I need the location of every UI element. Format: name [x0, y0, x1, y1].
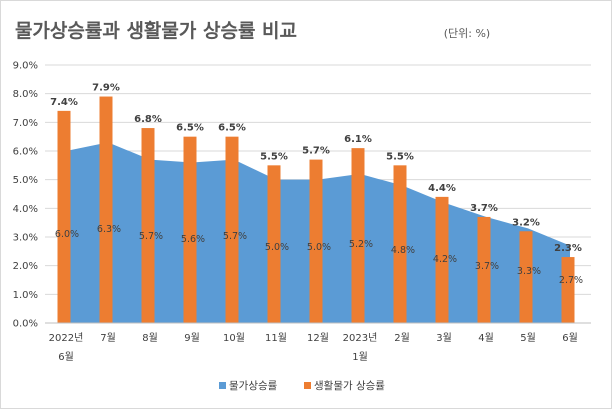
area-value-label: 4.8% — [391, 245, 415, 256]
y-tick-label: 8.0% — [13, 89, 38, 100]
area-value-label: 5.7% — [139, 231, 163, 242]
bar — [183, 136, 197, 323]
x-tick-label: 8월 — [142, 332, 158, 344]
x-tick-label: 2월 — [394, 332, 410, 344]
data-labels: 7.4% 7.9% 6.8% 6.5% 6.5% 5.5% 5.7% 6.1% 5.5% 4.4%… — [50, 83, 583, 286]
y-tick-label: 7.0% — [13, 118, 38, 129]
area-value-label: 5.6% — [181, 234, 205, 245]
bar-value-label: 2.3% — [554, 243, 582, 254]
x-tick-label: 9월 — [184, 332, 200, 344]
area-value-label: 5.0% — [265, 242, 289, 253]
legend-label-bar: 생활물가 상승률 — [314, 379, 385, 392]
bar — [477, 216, 491, 323]
x-tick-label: 5월 — [520, 332, 536, 344]
legend-swatch-area — [219, 382, 226, 389]
area-value-label: 6.0% — [55, 229, 79, 240]
bar-value-label: 6.8% — [134, 114, 162, 125]
bar — [267, 165, 281, 323]
bar-value-label: 5.7% — [302, 146, 330, 157]
bar-value-label: 6.5% — [176, 123, 204, 134]
bar — [519, 231, 533, 323]
bar — [99, 96, 113, 324]
bar-value-label: 7.9% — [92, 83, 120, 94]
bar — [57, 110, 71, 323]
y-tick-label: 3.0% — [13, 233, 38, 244]
bar-series — [57, 96, 575, 324]
x-tick-label: 3월 — [436, 332, 452, 344]
bar-value-label: 4.4% — [428, 183, 456, 194]
x-tick-label: 1월 — [352, 351, 368, 363]
area-value-label: 5.0% — [307, 242, 331, 253]
area-value-label: 3.3% — [517, 266, 541, 277]
bar — [351, 148, 365, 323]
bar-value-label: 7.4% — [50, 97, 78, 108]
y-tick-label: 0.0% — [13, 319, 38, 330]
axes: 0.0% 1.0% 2.0% 3.0% 4.0% 5.0% 6.0% 7.0% 8.0% 9.0%… — [13, 61, 591, 363]
chart-title: 물가상승률과 생활물가 상승률 비교 — [15, 20, 297, 42]
area-value-label: 3.7% — [475, 261, 499, 272]
chart-unit-note: (단위: %) — [444, 27, 490, 40]
y-tick-label: 6.0% — [13, 147, 38, 158]
bar-value-label: 6.5% — [218, 123, 246, 134]
bar — [225, 136, 239, 323]
area-value-label: 5.2% — [349, 239, 373, 250]
bar — [393, 165, 407, 323]
bar-value-label: 5.5% — [260, 151, 288, 162]
x-tick-label: 4월 — [478, 332, 494, 344]
legend-label-area: 물가상승률 — [229, 380, 278, 392]
bar-value-label: 5.5% — [386, 151, 414, 162]
x-tick-label: 2023년 — [343, 332, 378, 344]
bar — [561, 257, 575, 323]
bar — [435, 196, 449, 323]
y-tick-label: 1.0% — [13, 290, 38, 301]
area-value-label: 4.2% — [433, 254, 457, 265]
area-value-label: 2.7% — [559, 275, 583, 286]
y-tick-label: 9.0% — [13, 61, 38, 72]
y-tick-label: 4.0% — [13, 204, 38, 215]
x-tick-label: 11월 — [265, 332, 287, 344]
y-tick-label: 2.0% — [13, 261, 38, 272]
bar — [309, 159, 323, 323]
x-tick-label: 12월 — [307, 332, 329, 344]
x-tick-label: 6월 — [58, 351, 74, 363]
x-tick-label: 7월 — [100, 332, 116, 344]
legend-swatch-bar — [304, 382, 311, 389]
area-value-label: 5.7% — [223, 231, 247, 242]
bar-value-label: 3.2% — [512, 217, 540, 228]
x-tick-label: 6월 — [562, 332, 578, 344]
bar-value-label: 6.1% — [344, 134, 372, 145]
area-value-label: 6.3% — [97, 224, 121, 235]
x-tick-label: 10월 — [223, 332, 245, 344]
x-tick-label: 2022년 — [49, 332, 84, 344]
y-tick-label: 5.0% — [13, 175, 38, 186]
legend: 물가상승률 생활물가 상승률 — [219, 379, 385, 392]
bar — [141, 128, 155, 323]
bar-value-label: 3.7% — [470, 203, 498, 214]
